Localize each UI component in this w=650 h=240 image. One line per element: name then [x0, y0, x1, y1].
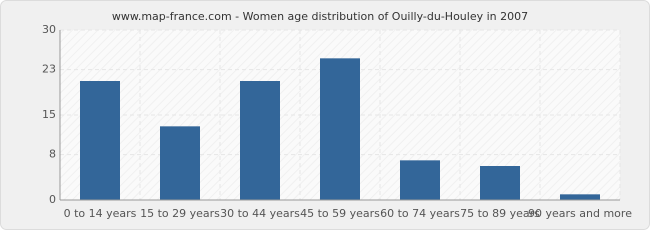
bar: [560, 194, 600, 200]
bar: [480, 166, 520, 200]
y-tick-label: 30: [42, 23, 56, 36]
bar: [160, 126, 200, 200]
x-tick-label: 30 to 44 years: [220, 207, 300, 220]
x-tick-label: 15 to 29 years: [140, 207, 220, 220]
y-tick-label: 15: [42, 108, 56, 121]
chart-title: www.map-france.com - Women age distribut…: [112, 10, 528, 23]
x-tick-label: 90 years and more: [528, 207, 632, 220]
y-tick-label: 23: [42, 63, 56, 76]
y-tick-label: 8: [49, 148, 56, 161]
x-tick-label: 75 to 89 years: [460, 207, 540, 220]
x-tick-label: 0 to 14 years: [64, 207, 137, 220]
x-tick-label: 60 to 74 years: [380, 207, 460, 220]
bar: [320, 58, 360, 201]
y-tick-label: 0: [49, 193, 56, 206]
chart: www.map-france.com - Women age distribut…: [0, 0, 650, 230]
bar: [240, 81, 280, 200]
bar: [80, 81, 120, 200]
bar: [400, 160, 440, 200]
x-tick-label: 45 to 59 years: [300, 207, 380, 220]
